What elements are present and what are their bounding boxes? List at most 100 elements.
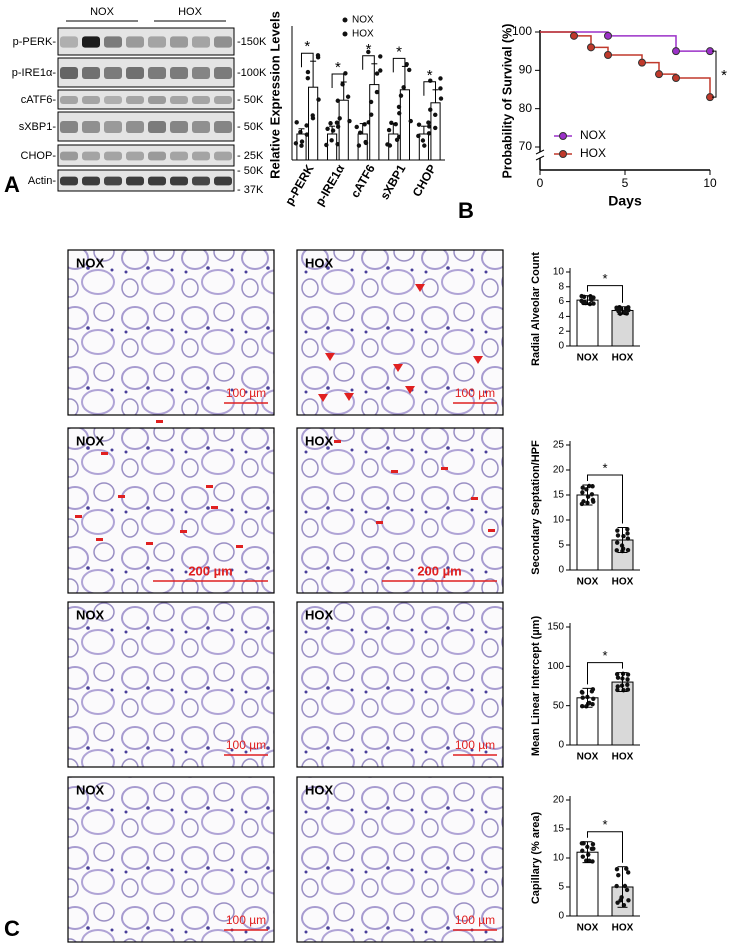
blot-band xyxy=(170,96,188,104)
scatter-dot xyxy=(304,132,310,137)
error-bar xyxy=(432,89,439,103)
scatter-dot xyxy=(334,120,340,125)
scatter-dot xyxy=(407,67,412,73)
significance-label: * xyxy=(396,43,402,60)
error-bar xyxy=(582,300,593,306)
blot-band xyxy=(170,151,188,161)
significance-bracket xyxy=(423,81,437,96)
y-tick-label: 150 xyxy=(547,622,564,633)
y-tick-label: 10 xyxy=(553,853,565,864)
blot-band xyxy=(126,36,144,48)
scatter-dot xyxy=(328,121,333,126)
significance-label: * xyxy=(427,67,433,84)
y-tick-label: 2 xyxy=(558,326,564,337)
scatter-dot xyxy=(581,499,586,504)
point xyxy=(604,31,612,40)
scatter-dot xyxy=(614,883,619,889)
y-axis-label: Secondary Septation/HPF xyxy=(530,440,542,575)
legend-label: HOX xyxy=(580,146,606,160)
blot-band xyxy=(214,151,232,161)
septa-marker xyxy=(488,529,495,532)
blot-strip xyxy=(57,144,235,167)
legend-label: HOX xyxy=(352,29,374,40)
point xyxy=(655,70,663,79)
blot-band xyxy=(60,36,78,48)
scatter-dot xyxy=(378,54,383,59)
scatter-dot xyxy=(299,139,305,144)
error-bar xyxy=(582,852,593,864)
error-bar xyxy=(359,123,366,134)
scatter-dot xyxy=(433,112,438,118)
blot-band xyxy=(214,67,232,79)
scatter-dot xyxy=(588,296,594,302)
blot-band xyxy=(214,96,232,104)
blot-row-label: p-IRE1α- xyxy=(12,67,57,79)
survival-line xyxy=(540,31,711,98)
significance-label: * xyxy=(335,59,341,76)
scatter-dot xyxy=(587,700,592,706)
y-tick-label: 4 xyxy=(558,311,564,322)
x-tick-label: NOX xyxy=(577,353,599,364)
scatter-dot xyxy=(615,533,621,538)
error-bar xyxy=(617,310,628,315)
y-axis-label: Capillary (% area) xyxy=(530,812,542,905)
blot-band xyxy=(192,121,210,133)
bar xyxy=(576,494,599,571)
scatter-dot xyxy=(368,99,374,105)
scatter-dot xyxy=(310,113,315,118)
panel-letter: A xyxy=(4,172,20,197)
scatter-dot xyxy=(426,124,432,129)
blot-band xyxy=(148,36,166,48)
scatter-dot xyxy=(397,111,402,116)
scatter-dot xyxy=(305,69,311,75)
scatter-dot xyxy=(580,695,585,700)
x-tick-label: 10 xyxy=(703,176,717,190)
y-tick-label: 20 xyxy=(553,465,565,476)
error-bar xyxy=(617,540,628,553)
blot-band xyxy=(60,151,78,161)
blot-size-label: - 50K xyxy=(237,94,264,106)
scatter-dot xyxy=(625,682,630,687)
blot-band xyxy=(60,121,78,133)
legend-marker xyxy=(342,17,348,23)
blot-band xyxy=(104,96,122,104)
scatter-dot xyxy=(369,112,374,117)
legend-label: NOX xyxy=(352,15,374,26)
blot-band xyxy=(126,121,144,133)
blot-band xyxy=(60,176,78,186)
legend-label: NOX xyxy=(580,128,606,142)
panel-letter: B xyxy=(458,198,474,223)
error-bar xyxy=(298,128,305,134)
blot-size-label: - 37K xyxy=(237,184,264,196)
significance-label: * xyxy=(721,67,727,84)
blot-size-label: -100K xyxy=(237,67,267,79)
arrow-marker xyxy=(325,353,335,361)
error-bar xyxy=(329,125,336,134)
blot-size-label: - 25K xyxy=(237,150,264,162)
septa-marker xyxy=(441,467,448,470)
blot-group-label: NOX xyxy=(90,6,115,18)
axis-break xyxy=(535,155,545,161)
scatter-dot xyxy=(626,870,631,875)
scatter-dot xyxy=(589,846,595,851)
scatter-dot xyxy=(393,121,398,127)
y-tick-label: 5 xyxy=(558,882,564,893)
scatter-dot xyxy=(420,138,426,143)
x-axis-label: Days xyxy=(608,193,642,209)
septa-marker xyxy=(334,440,341,443)
scatter-dot xyxy=(354,124,359,130)
error-bar xyxy=(617,672,628,683)
y-tick-label: 70 xyxy=(519,139,533,153)
scatter-dot xyxy=(324,142,329,148)
y-axis-label: Relative Expression Levels xyxy=(267,11,282,179)
blot-band xyxy=(104,67,122,79)
y-axis-label: Radial Alveolar Count xyxy=(530,252,542,366)
significance-bracket xyxy=(587,662,623,685)
survival-line xyxy=(540,31,710,52)
blot-band xyxy=(148,96,166,104)
significance-bracket xyxy=(712,50,717,98)
error-bar xyxy=(617,682,628,693)
scatter-dot xyxy=(330,128,336,133)
